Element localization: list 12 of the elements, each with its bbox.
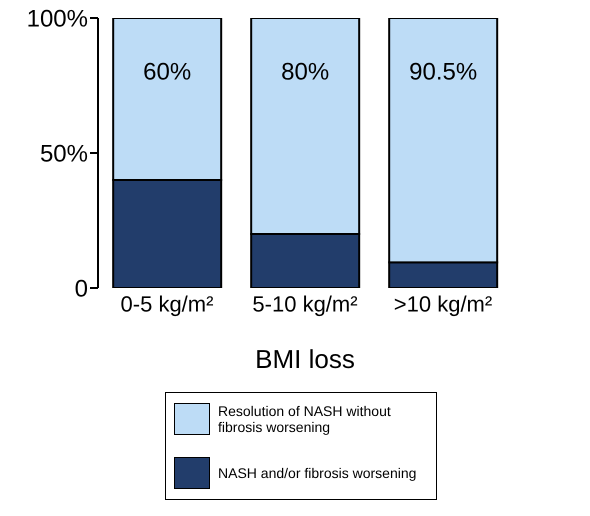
legend-label: NASH and/or fibrosis worsening [218, 465, 416, 481]
y-tick-label: 0 [74, 276, 88, 303]
x-tick-label: 5-10 kg/m² [252, 292, 358, 317]
data-label: 80% [281, 58, 330, 86]
x-axis-title: BMI loss [255, 344, 355, 374]
legend-label: Resolution of NASH without fibrosis worsening [218, 403, 392, 435]
x-tick-label: 0-5 kg/m² [120, 292, 214, 317]
y-tick-label: 100% [26, 6, 88, 33]
x-tick-label: >10 kg/m² [394, 292, 492, 317]
data-label: 90.5% [409, 58, 478, 86]
y-tick-label: 50% [40, 140, 88, 168]
data-label: 60% [143, 58, 192, 86]
